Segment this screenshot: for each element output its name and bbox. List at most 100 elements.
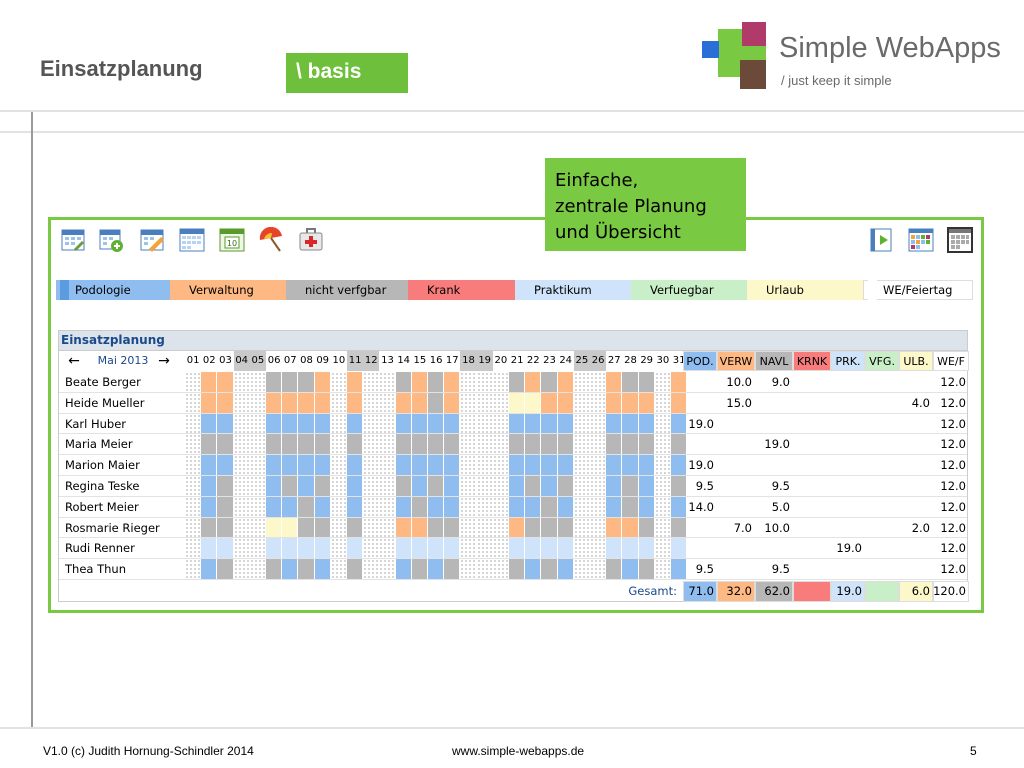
schedule-cell[interactable] <box>330 455 346 475</box>
schedule-cell[interactable] <box>525 496 541 517</box>
calendar-gray-view-icon[interactable] <box>947 227 973 253</box>
schedule-cell[interactable] <box>266 455 282 475</box>
schedule-cell[interactable] <box>428 434 444 455</box>
schedule-cell[interactable] <box>525 517 541 538</box>
schedule-cell[interactable] <box>282 559 298 579</box>
schedule-cell[interactable] <box>573 372 589 392</box>
schedule-cell[interactable] <box>249 434 265 455</box>
employee-name[interactable]: Thea Thun <box>65 562 126 577</box>
employee-name[interactable]: Regina Teske <box>65 479 140 493</box>
schedule-cell[interactable] <box>476 517 492 538</box>
schedule-cell[interactable] <box>525 434 541 455</box>
schedule-cell[interactable] <box>573 392 589 413</box>
first-aid-kit-icon[interactable] <box>298 227 324 253</box>
schedule-cell[interactable] <box>298 434 314 455</box>
calendar-color-view-icon[interactable] <box>908 227 934 253</box>
schedule-cell[interactable] <box>671 372 687 392</box>
schedule-cell[interactable] <box>638 517 654 538</box>
schedule-cell[interactable] <box>363 455 379 475</box>
schedule-cell[interactable] <box>557 434 573 455</box>
schedule-cell[interactable] <box>654 538 670 559</box>
schedule-cell[interactable] <box>298 496 314 517</box>
schedule-cell[interactable] <box>444 434 460 455</box>
day-header[interactable]: 13 <box>381 355 394 366</box>
schedule-cell[interactable] <box>428 413 444 434</box>
schedule-cell[interactable] <box>492 538 508 559</box>
schedule-cell[interactable] <box>557 559 573 579</box>
schedule-cell[interactable] <box>298 372 314 392</box>
schedule-cell[interactable] <box>509 559 525 579</box>
schedule-cell[interactable] <box>606 517 622 538</box>
schedule-cell[interactable] <box>590 496 606 517</box>
schedule-cell[interactable] <box>185 559 201 579</box>
schedule-cell[interactable] <box>233 476 249 496</box>
schedule-cell[interactable] <box>298 455 314 475</box>
schedule-cell[interactable] <box>411 413 427 434</box>
schedule-cell[interactable] <box>330 538 346 559</box>
schedule-cell[interactable] <box>476 559 492 579</box>
schedule-cell[interactable] <box>266 413 282 434</box>
schedule-cell[interactable] <box>638 496 654 517</box>
schedule-cell[interactable] <box>266 434 282 455</box>
schedule-cell[interactable] <box>379 455 395 475</box>
day-header[interactable]: 25 <box>573 351 590 371</box>
schedule-cell[interactable] <box>314 372 330 392</box>
schedule-cell[interactable] <box>444 372 460 392</box>
schedule-cell[interactable] <box>298 476 314 496</box>
schedule-cell[interactable] <box>622 559 638 579</box>
schedule-cell[interactable] <box>460 476 476 496</box>
schedule-cell[interactable] <box>444 538 460 559</box>
schedule-cell[interactable] <box>249 538 265 559</box>
schedule-cell[interactable] <box>460 434 476 455</box>
schedule-cell[interactable] <box>249 476 265 496</box>
employee-name[interactable]: Beate Berger <box>65 375 141 389</box>
schedule-cell[interactable] <box>622 538 638 559</box>
schedule-cell[interactable] <box>492 372 508 392</box>
schedule-cell[interactable] <box>622 372 638 392</box>
schedule-cell[interactable] <box>428 517 444 538</box>
schedule-cell[interactable] <box>217 559 233 579</box>
day-header[interactable]: 23 <box>543 355 556 366</box>
day-header[interactable]: 19 <box>476 351 493 371</box>
schedule-cell[interactable] <box>428 538 444 559</box>
schedule-cell[interactable] <box>233 496 249 517</box>
schedule-cell[interactable] <box>606 413 622 434</box>
schedule-cell[interactable] <box>622 392 638 413</box>
employee-name[interactable]: Maria Meier <box>65 437 133 452</box>
day-header[interactable]: 04 <box>233 351 250 371</box>
schedule-cell[interactable] <box>379 559 395 579</box>
schedule-cell[interactable] <box>590 434 606 455</box>
day-header[interactable]: 06 <box>267 355 281 366</box>
schedule-cell[interactable] <box>185 538 201 559</box>
next-month-arrow[interactable]: → <box>158 353 170 369</box>
schedule-cell[interactable] <box>638 392 654 413</box>
schedule-cell[interactable] <box>428 476 444 496</box>
schedule-cell[interactable] <box>606 496 622 517</box>
schedule-cell[interactable] <box>249 413 265 434</box>
day-header[interactable]: 16 <box>429 355 443 366</box>
schedule-cell[interactable] <box>379 538 395 559</box>
schedule-cell[interactable] <box>573 476 589 496</box>
schedule-cell[interactable] <box>509 434 525 455</box>
schedule-cell[interactable] <box>282 496 298 517</box>
schedule-cell[interactable] <box>525 538 541 559</box>
schedule-cell[interactable] <box>654 413 670 434</box>
schedule-cell[interactable] <box>573 434 589 455</box>
day-header[interactable]: 10 <box>332 355 346 366</box>
schedule-cell[interactable] <box>671 538 687 559</box>
schedule-cell[interactable] <box>573 517 589 538</box>
schedule-cell[interactable] <box>201 476 217 496</box>
schedule-cell[interactable] <box>363 476 379 496</box>
schedule-cell[interactable] <box>395 476 411 496</box>
schedule-cell[interactable] <box>411 455 427 475</box>
schedule-cell[interactable] <box>428 455 444 475</box>
schedule-cell[interactable] <box>201 496 217 517</box>
schedule-cell[interactable] <box>476 413 492 434</box>
schedule-cell[interactable] <box>541 559 557 579</box>
schedule-cell[interactable] <box>363 434 379 455</box>
schedule-cell[interactable] <box>347 434 363 455</box>
schedule-cell[interactable] <box>266 372 282 392</box>
schedule-cell[interactable] <box>671 455 687 475</box>
employee-name[interactable]: Heide Mueller <box>65 395 145 410</box>
schedule-cell[interactable] <box>541 517 557 538</box>
